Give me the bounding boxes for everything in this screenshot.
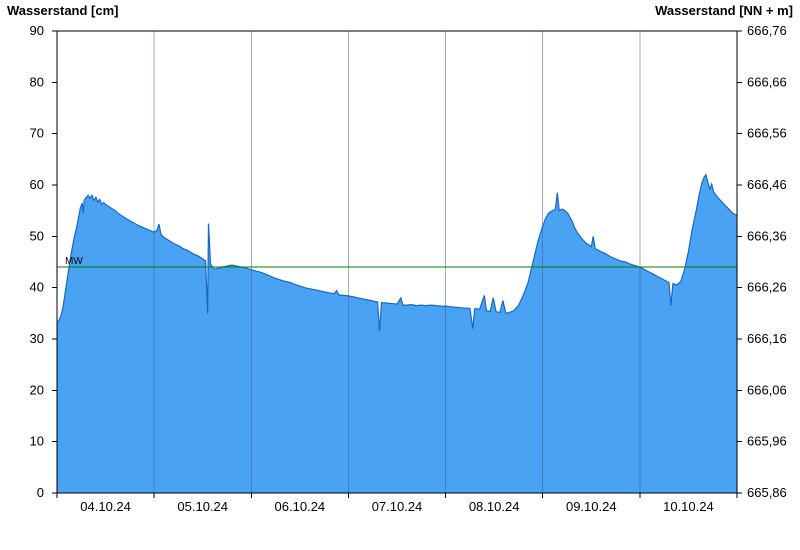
left-tick-label: 10 bbox=[30, 434, 44, 449]
right-tick-label: 665,96 bbox=[747, 434, 787, 449]
left-tick-label: 30 bbox=[30, 331, 44, 346]
date-label: 10.10.24 bbox=[663, 499, 714, 514]
right-tick-label: 666,26 bbox=[747, 280, 787, 295]
left-tick-label: 80 bbox=[30, 74, 44, 89]
right-tick-label: 666,16 bbox=[747, 331, 787, 346]
left-tick-label: 90 bbox=[30, 23, 44, 38]
right-tick-label: 666,36 bbox=[747, 228, 787, 243]
plot-border bbox=[56, 30, 738, 494]
right-tick-label: 665,86 bbox=[747, 485, 787, 500]
left-axis-title: Wasserstand [cm] bbox=[7, 3, 119, 18]
date-label: 08.10.24 bbox=[469, 499, 520, 514]
right-tick-label: 666,66 bbox=[747, 74, 787, 89]
right-tick-label: 666,56 bbox=[747, 126, 787, 141]
date-label: 05.10.24 bbox=[177, 499, 228, 514]
left-tick-label: 0 bbox=[37, 485, 44, 500]
date-label: 06.10.24 bbox=[275, 499, 326, 514]
water-level-line bbox=[56, 173, 738, 332]
left-tick-label: 40 bbox=[30, 280, 44, 295]
right-tick-label: 666,46 bbox=[747, 177, 787, 192]
left-tick-label: 70 bbox=[30, 126, 44, 141]
water-level-area bbox=[57, 174, 737, 493]
left-tick-label: 50 bbox=[30, 228, 44, 243]
date-label: 09.10.24 bbox=[566, 499, 617, 514]
date-label: 04.10.24 bbox=[80, 499, 131, 514]
right-axis-title: Wasserstand [NN + m] bbox=[655, 3, 793, 18]
left-tick-label: 60 bbox=[30, 177, 44, 192]
right-tick-label: 666,06 bbox=[747, 382, 787, 397]
right-tick-label: 666,76 bbox=[747, 23, 787, 38]
date-label: 07.10.24 bbox=[372, 499, 423, 514]
mean-water-label: MW bbox=[65, 256, 83, 267]
left-tick-label: 20 bbox=[30, 382, 44, 397]
